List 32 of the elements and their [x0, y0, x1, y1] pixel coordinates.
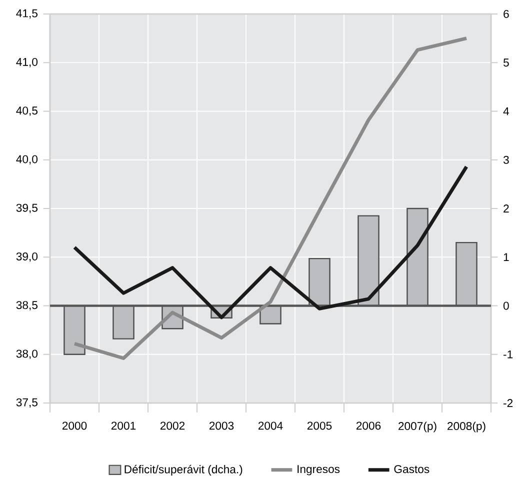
x-tick-label: 2008(p) [448, 422, 486, 432]
x-tick-label: 2003 [209, 422, 234, 430]
y2-tick-label: 5 [504, 58, 509, 67]
x-tick-label: 2005 [307, 422, 332, 430]
y-tick-label: 38,5 [16, 301, 38, 310]
legend-label: Gastos [394, 465, 430, 474]
y-tick-label: 40,5 [16, 106, 38, 116]
legend-label: Déficit/superávit (dcha.) [124, 464, 242, 476]
y-tick-label: 39,0 [16, 252, 38, 262]
x-tick-label: 2004 [258, 422, 283, 430]
x-tick-label: 2000 [62, 422, 87, 430]
y2-tick-label: -2 [504, 399, 513, 407]
y-tick-label: 40,0 [16, 155, 38, 165]
x-tick-label: 2001 [111, 422, 136, 430]
y2-tick-label: 1 [504, 253, 509, 262]
line-series [72, 36, 468, 360]
y2-tick-label: 3 [503, 156, 509, 164]
y-tick-label: 39,5 [16, 204, 38, 214]
y2-tick-label: 2 [504, 204, 509, 212]
line-series [72, 164, 468, 320]
legend-label: Ingresos [298, 465, 340, 476]
x-tick-label: 2007(p) [398, 422, 436, 432]
x-tick-label: 2006 [356, 422, 381, 430]
y-tick-label: 38,0 [16, 350, 38, 360]
y-tick-label: 41,0 [16, 58, 38, 68]
y2-tick-label: 0 [503, 302, 509, 310]
x-tick-label: 2002 [160, 422, 185, 430]
y-tick-label: 41,5 [16, 9, 38, 19]
y2-tick-label: 6 [504, 10, 509, 18]
y2-tick-label: -1 [504, 350, 513, 358]
y-tick-label: 37,5 [16, 398, 38, 408]
y2-tick-label: 4 [503, 107, 510, 116]
